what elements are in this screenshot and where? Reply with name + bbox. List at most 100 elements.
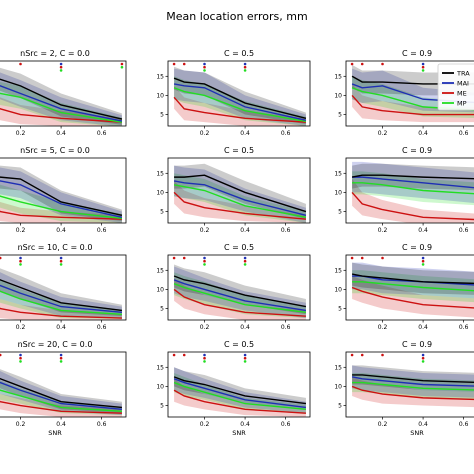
significance-marker-blue: [421, 62, 425, 66]
significance-marker-green: [19, 360, 22, 363]
panel-frame: [345, 254, 474, 321]
significance-marker-red: [381, 256, 384, 260]
series-line-black: [351, 273, 474, 285]
panel-title: C = 0.5: [224, 243, 254, 252]
panel-1: 5 10 15 0.2 0.4 0.6 C = 0.5: [156, 49, 311, 137]
plot-area: [0, 353, 123, 417]
band-red: [352, 276, 474, 318]
band-green: [352, 171, 474, 206]
series-line-green: [173, 184, 307, 218]
y-tick-label: 15: [156, 267, 164, 274]
series-line-red: [351, 385, 474, 401]
panel-frame: [345, 157, 474, 224]
panel-title: nSrc = 20, C = 0.0: [18, 340, 93, 349]
significance-marker-blue: [59, 62, 63, 66]
x-tick-label: 0.6: [97, 421, 107, 428]
panel-title: C = 0.5: [224, 49, 254, 58]
x-tick-label: 0.6: [459, 324, 469, 331]
band-black: [0, 268, 122, 317]
y-tick-label: 15: [334, 364, 342, 371]
series-line-black: [173, 77, 307, 120]
series-line-green: [173, 381, 307, 411]
x-tick-label: 0.6: [459, 130, 469, 137]
series-line-red: [0, 400, 122, 414]
plot-area: [172, 62, 307, 126]
y-tick-label: 10: [156, 189, 164, 196]
series-line-red: [351, 94, 474, 116]
panel-3: 0.2 0.4 0.6 nSrc = 5, C = 0.0: [0, 146, 127, 234]
y-tick-label: 5: [160, 306, 164, 313]
x-tick-label: 0.4: [240, 130, 250, 137]
x-tick-label: 0.6: [281, 324, 291, 331]
panel-10: 5 10 15 0.2 0.4 0.6 C = 0.5 SNR: [156, 340, 311, 437]
series-line-red: [0, 307, 122, 319]
series-line-blue: [173, 378, 307, 409]
panel-frame: [345, 351, 474, 418]
series-line-black: [0, 176, 123, 217]
band-red: [174, 378, 306, 417]
significance-marker-red: [421, 65, 425, 69]
legend: TRA MAI ME MP: [437, 63, 474, 111]
x-tick-label: 0.4: [240, 324, 250, 331]
panel-title: C = 0.9: [402, 49, 432, 58]
x-axis-label: SNR: [232, 429, 246, 437]
significance-marker-blue: [203, 62, 206, 66]
band-black: [174, 264, 306, 315]
y-tick-label: 5: [160, 403, 164, 410]
band-blue: [174, 367, 306, 414]
band-blue: [174, 68, 306, 126]
significance-marker-blue: [243, 62, 247, 66]
x-tick-label: 0.2: [200, 324, 210, 331]
panel-frame: [167, 254, 311, 321]
significance-marker-red: [59, 356, 63, 360]
x-axis-label: SNR: [48, 429, 62, 437]
panel-title: nSrc = 10, C = 0.0: [18, 243, 93, 252]
series-line-green: [173, 283, 307, 314]
significance-marker-green: [59, 360, 63, 363]
x-tick-label: 0.2: [378, 130, 388, 137]
panel-frame: [0, 254, 127, 321]
band-red: [174, 277, 306, 320]
series-line-black: [351, 174, 474, 180]
significance-marker-blue: [19, 353, 22, 357]
x-tick-label: 0.4: [56, 421, 66, 428]
significance-marker-red: [203, 65, 206, 69]
significance-marker-blue: [203, 353, 206, 357]
significance-marker-red: [350, 256, 354, 260]
x-tick-label: 0.4: [240, 421, 250, 428]
y-tick-label: 10: [334, 286, 342, 293]
panel-frame: [345, 60, 474, 127]
plot-area: [350, 256, 474, 318]
x-tick-label: 0.4: [240, 227, 250, 234]
series-line-red: [173, 191, 307, 220]
series-line-black: [174, 174, 307, 213]
panel-11: 5 10 15 0.2 0.4 0.6 C = 0.9 SNR: [334, 340, 474, 437]
significance-marker-red: [0, 353, 2, 357]
panel-title: nSrc = 2, C = 0.0: [20, 49, 90, 58]
band-red: [174, 180, 306, 223]
significance-marker-green: [421, 360, 425, 363]
panel-0: 0.2 0.4 0.6 nSrc = 2, C = 0.0: [0, 49, 127, 137]
y-tick-label: 15: [156, 170, 164, 177]
significance-marker-red: [19, 356, 22, 360]
y-tick-label: 15: [156, 73, 164, 80]
significance-marker-red: [59, 259, 63, 263]
significance-marker-red: [350, 353, 354, 357]
significance-marker-red: [19, 259, 22, 263]
x-tick-label: 0.6: [281, 421, 291, 428]
significance-marker-red: [120, 62, 124, 66]
significance-marker-red: [421, 356, 425, 360]
band-black: [0, 67, 122, 125]
y-tick-label: 5: [160, 209, 164, 216]
significance-marker-red: [350, 62, 354, 66]
series-line-red: [351, 286, 474, 309]
x-tick-label: 0.2: [378, 324, 388, 331]
panel-bg: [346, 158, 474, 223]
significance-marker-red: [381, 62, 384, 66]
plot-area: [172, 353, 307, 417]
significance-marker-green: [203, 360, 206, 363]
significance-marker-red: [182, 353, 186, 357]
series-line-green: [352, 182, 474, 195]
significance-marker-blue: [421, 256, 425, 260]
legend-entry: TRA: [456, 69, 470, 77]
